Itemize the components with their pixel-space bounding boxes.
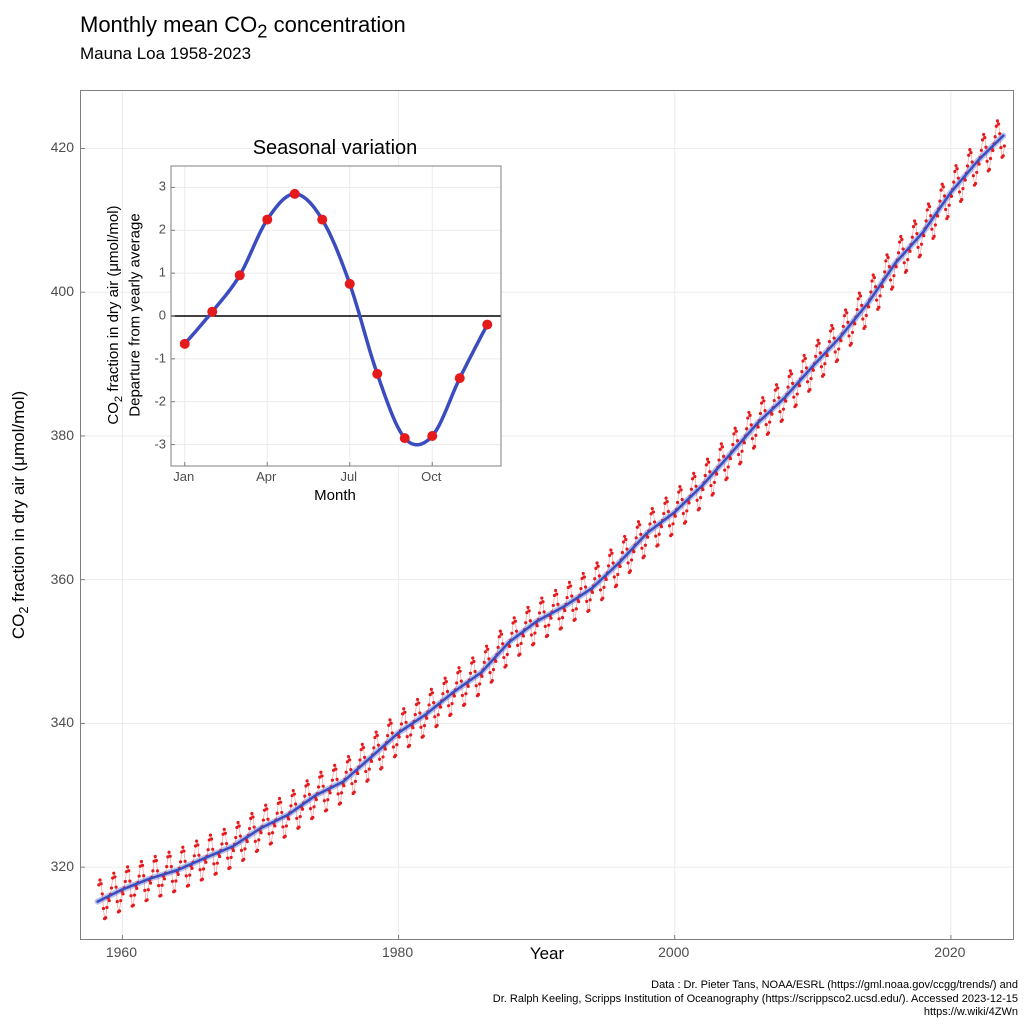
inset-title: Seasonal variation <box>253 137 418 160</box>
x-tick-label: 1960 <box>106 944 137 960</box>
inset-y-tick-label: -3 <box>150 436 166 451</box>
inset-y-tick-label: -2 <box>150 393 166 408</box>
y-tick-label: 320 <box>51 858 74 874</box>
y-tick-label: 340 <box>51 714 74 730</box>
attribution-line: Data : Dr. Pieter Tans, NOAA/ESRL (https… <box>493 979 1018 993</box>
inset-y-tick-label: 0 <box>150 308 166 323</box>
inset-chart <box>171 166 501 466</box>
attribution-line: Dr. Ralph Keeling, Scripps Institution o… <box>493 993 1018 1007</box>
inset-xlabel: Month <box>314 487 356 504</box>
chart-subtitle: Mauna Loa 1958-2023 <box>80 44 251 64</box>
main-plot-area <box>80 90 1014 940</box>
inset-y-tick-label: 2 <box>150 222 166 237</box>
y-tick-label: 400 <box>51 283 74 299</box>
y-tick-label: 380 <box>51 427 74 443</box>
chart-title: Monthly mean CO2 concentration <box>80 12 406 42</box>
y-tick-label: 420 <box>51 139 74 155</box>
x-tick-label: 2020 <box>934 944 965 960</box>
inset-ylabel-1: CO2 fraction in dry air (μmol/mol) <box>105 205 125 424</box>
inset-y-tick-label: -1 <box>150 350 166 365</box>
inset-y-tick-label: 1 <box>150 265 166 280</box>
x-tick-label: 2000 <box>658 944 689 960</box>
inset-x-tick-label: Oct <box>421 469 441 484</box>
main-chart-svg <box>81 91 1013 939</box>
inset-x-tick-label: Apr <box>256 469 276 484</box>
inset-y-tick-label: 3 <box>150 179 166 194</box>
y-axis-label: CO2 fraction in dry air (μmol/mol) <box>9 391 31 639</box>
y-tick-label: 360 <box>51 571 74 587</box>
x-tick-label: 1980 <box>382 944 413 960</box>
inset-x-tick-label: Jul <box>340 469 357 484</box>
attribution-text: Data : Dr. Pieter Tans, NOAA/ESRL (https… <box>493 979 1018 1020</box>
attribution-line: https://w.wiki/4ZWn <box>493 1006 1018 1020</box>
inset-x-tick-label: Jan <box>173 469 194 484</box>
inset-ylabel-2: Departure from yearly average <box>127 213 144 416</box>
x-axis-label: Year <box>530 944 564 964</box>
